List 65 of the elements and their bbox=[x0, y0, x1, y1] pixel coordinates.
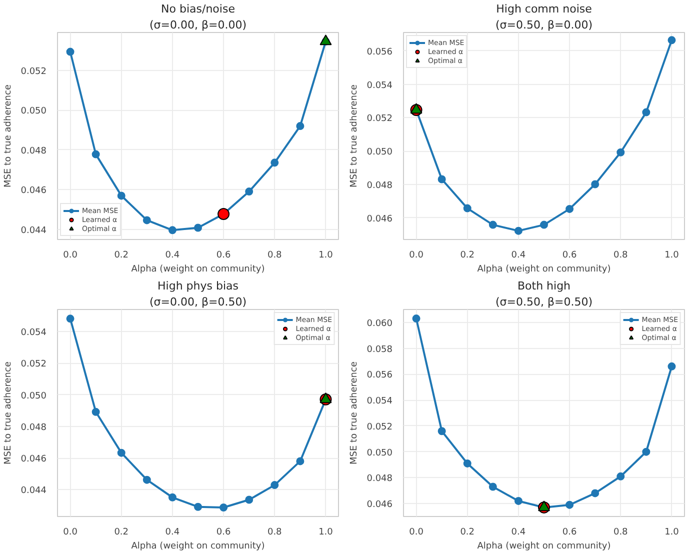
x-tick-label: 1.0 bbox=[664, 250, 680, 260]
chart-title: High comm noise bbox=[496, 2, 592, 16]
y-tick-label: 0.052 bbox=[20, 360, 46, 370]
y-tick-label: 0.054 bbox=[366, 80, 393, 91]
x-tick-label: 0.6 bbox=[216, 528, 231, 538]
y-axis-title: MSE to true adherence bbox=[350, 84, 360, 188]
chart-subtitle: (σ=0.00, β=0.00) bbox=[150, 18, 247, 32]
y-tick-label: 0.046 bbox=[20, 454, 47, 465]
y-axis-title: MSE to true adherence bbox=[4, 84, 14, 188]
x-tick-label: 0.0 bbox=[409, 528, 424, 538]
x-axis-title: Alpha (weight on community) bbox=[477, 264, 611, 274]
x-tick-label: 0.4 bbox=[511, 250, 526, 260]
y-tick-label: 0.050 bbox=[20, 391, 47, 402]
x-tick-label: 0.4 bbox=[165, 528, 180, 538]
y-tick-label: 0.050 bbox=[366, 448, 393, 458]
y-tick-label: 0.050 bbox=[20, 106, 47, 117]
y-axis-title: MSE to true adherence bbox=[4, 361, 14, 464]
y-tick-label: 0.056 bbox=[366, 47, 393, 58]
y-axis-title: MSE to true adherence bbox=[350, 361, 360, 464]
chart-title: Both high bbox=[517, 280, 571, 292]
y-tick-label: 0.048 bbox=[20, 146, 47, 156]
chart-title: High phys bias bbox=[158, 280, 239, 292]
x-tick-label: 0.8 bbox=[613, 250, 628, 260]
x-tick-label: 0.6 bbox=[562, 528, 577, 538]
y-tick-label: 0.060 bbox=[366, 318, 393, 329]
y-tick-label: 0.046 bbox=[366, 500, 393, 510]
y-tick-label: 0.050 bbox=[366, 148, 393, 158]
y-tick-label: 0.052 bbox=[20, 66, 46, 77]
y-tick-label: 0.054 bbox=[20, 328, 47, 338]
x-tick-label: 0.4 bbox=[511, 528, 526, 538]
y-tick-label: 0.044 bbox=[20, 486, 47, 496]
x-tick-label: 0.0 bbox=[63, 250, 78, 260]
x-tick-label: 1.0 bbox=[318, 250, 334, 260]
y-tick-label: 0.046 bbox=[366, 214, 393, 224]
x-axis-title: Alpha (weight on community) bbox=[131, 542, 265, 552]
chart-title: No bias/noise bbox=[161, 2, 236, 16]
y-tick-label: 0.054 bbox=[366, 396, 393, 407]
x-tick-label: 0.6 bbox=[562, 250, 577, 260]
y-tick-label: 0.048 bbox=[20, 422, 47, 433]
x-tick-label: 0.8 bbox=[613, 528, 628, 538]
x-tick-label: 0.2 bbox=[460, 528, 475, 538]
x-tick-label: 1.0 bbox=[318, 528, 334, 538]
x-axis-title: Alpha (weight on community) bbox=[131, 264, 265, 274]
chart-subtitle: (σ=0.50, β=0.50) bbox=[496, 296, 593, 308]
x-tick-label: 0.0 bbox=[63, 528, 78, 538]
y-tick-label: 0.048 bbox=[366, 180, 393, 191]
y-tick-label: 0.048 bbox=[366, 474, 393, 484]
y-tick-label: 0.056 bbox=[366, 370, 393, 381]
y-tick-label: 0.044 bbox=[20, 226, 47, 236]
y-tick-label: 0.052 bbox=[366, 114, 392, 124]
chart-subtitle: (σ=0.50, β=0.00) bbox=[496, 18, 593, 32]
x-tick-label: 0.6 bbox=[216, 250, 231, 260]
chart-subtitle: (σ=0.00, β=0.50) bbox=[150, 296, 247, 308]
y-tick-label: 0.058 bbox=[366, 344, 393, 355]
x-tick-label: 0.8 bbox=[267, 528, 282, 538]
x-tick-label: 0.2 bbox=[460, 250, 475, 260]
y-tick-label: 0.052 bbox=[366, 422, 392, 432]
x-tick-label: 0.2 bbox=[114, 528, 129, 538]
x-tick-label: 0.4 bbox=[165, 250, 180, 260]
x-tick-label: 0.2 bbox=[114, 250, 129, 260]
y-tick-label: 0.046 bbox=[20, 186, 47, 196]
x-tick-label: 0.0 bbox=[409, 250, 424, 260]
x-tick-label: 0.8 bbox=[267, 250, 282, 260]
x-axis-title: Alpha (weight on community) bbox=[477, 542, 611, 552]
x-tick-label: 1.0 bbox=[664, 528, 680, 538]
